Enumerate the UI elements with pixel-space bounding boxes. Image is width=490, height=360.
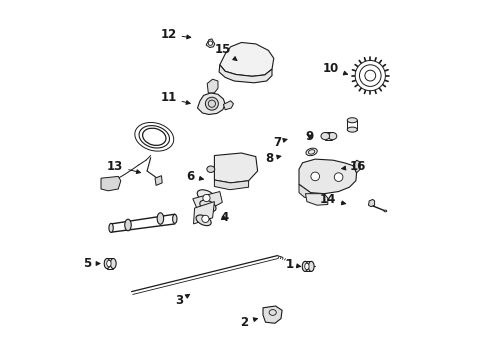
Ellipse shape bbox=[321, 132, 330, 140]
Text: 4: 4 bbox=[220, 211, 229, 224]
Text: 2: 2 bbox=[241, 316, 257, 329]
Ellipse shape bbox=[197, 190, 216, 203]
Text: 11: 11 bbox=[160, 91, 190, 104]
Polygon shape bbox=[305, 194, 328, 205]
Polygon shape bbox=[207, 79, 218, 93]
Circle shape bbox=[311, 172, 319, 181]
Polygon shape bbox=[299, 159, 357, 194]
Ellipse shape bbox=[207, 166, 215, 172]
Text: 1: 1 bbox=[286, 258, 300, 271]
Polygon shape bbox=[155, 176, 162, 185]
Ellipse shape bbox=[347, 127, 357, 132]
Text: 5: 5 bbox=[83, 257, 100, 270]
Ellipse shape bbox=[200, 200, 216, 212]
Ellipse shape bbox=[157, 213, 164, 224]
Polygon shape bbox=[101, 176, 121, 191]
Ellipse shape bbox=[306, 148, 317, 156]
Polygon shape bbox=[299, 184, 311, 198]
Text: 3: 3 bbox=[176, 294, 190, 307]
Polygon shape bbox=[263, 306, 282, 323]
Polygon shape bbox=[206, 39, 215, 48]
Polygon shape bbox=[353, 160, 360, 173]
Text: 13: 13 bbox=[107, 160, 141, 174]
Ellipse shape bbox=[110, 258, 116, 269]
Text: 16: 16 bbox=[342, 160, 366, 173]
Text: 15: 15 bbox=[215, 43, 237, 60]
Ellipse shape bbox=[104, 258, 110, 269]
Text: 9: 9 bbox=[305, 130, 314, 143]
Circle shape bbox=[205, 97, 219, 110]
Polygon shape bbox=[219, 65, 272, 83]
Polygon shape bbox=[215, 153, 258, 183]
Ellipse shape bbox=[107, 260, 111, 267]
Polygon shape bbox=[223, 101, 233, 110]
Circle shape bbox=[208, 41, 213, 45]
Ellipse shape bbox=[172, 214, 177, 223]
Text: 14: 14 bbox=[319, 193, 345, 206]
Polygon shape bbox=[368, 199, 374, 207]
Text: 12: 12 bbox=[160, 28, 191, 41]
Circle shape bbox=[203, 194, 210, 202]
Ellipse shape bbox=[347, 118, 357, 123]
Text: 6: 6 bbox=[186, 170, 203, 183]
Ellipse shape bbox=[384, 210, 387, 212]
Ellipse shape bbox=[328, 132, 337, 140]
Ellipse shape bbox=[109, 223, 113, 233]
Circle shape bbox=[334, 173, 343, 181]
Ellipse shape bbox=[302, 261, 308, 271]
Text: 7: 7 bbox=[273, 136, 287, 149]
Polygon shape bbox=[215, 180, 248, 190]
Text: 8: 8 bbox=[266, 152, 281, 165]
Ellipse shape bbox=[196, 215, 211, 226]
Polygon shape bbox=[194, 202, 215, 224]
Text: 10: 10 bbox=[322, 62, 347, 75]
Circle shape bbox=[355, 60, 386, 91]
Polygon shape bbox=[197, 93, 225, 114]
Polygon shape bbox=[220, 42, 274, 76]
Ellipse shape bbox=[305, 263, 309, 270]
Ellipse shape bbox=[125, 219, 131, 231]
Polygon shape bbox=[193, 192, 222, 210]
Ellipse shape bbox=[308, 261, 314, 271]
Circle shape bbox=[202, 215, 209, 222]
